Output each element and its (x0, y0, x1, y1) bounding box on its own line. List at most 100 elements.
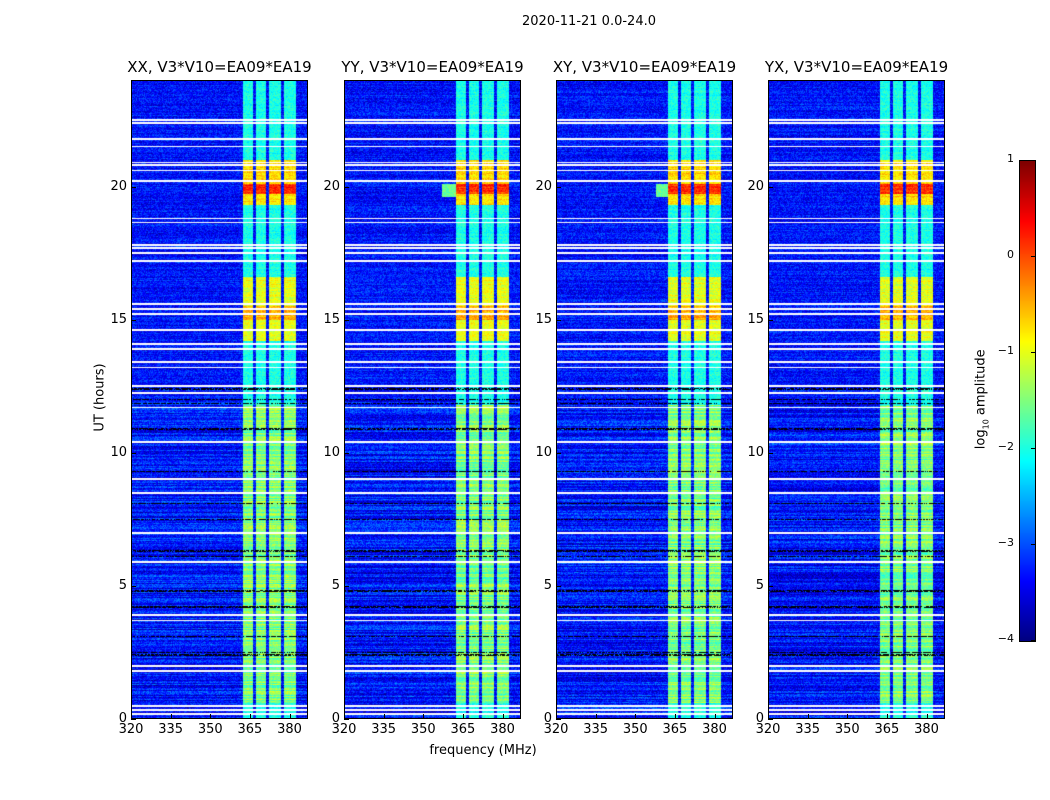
colorbar (1019, 160, 1036, 642)
panel-title: YY, V3*V10=EA09*EA19 (341, 58, 524, 76)
x-tick-mark (289, 714, 291, 719)
y-tick-mark (131, 585, 136, 587)
x-tick-mark (131, 714, 132, 719)
x-tick-label: 380 (914, 722, 939, 737)
colorbar-tick-mark (1031, 448, 1035, 449)
x-tick-label: 365 (450, 722, 476, 737)
y-tick-mark (556, 719, 561, 720)
y-tick-label: 5 (331, 577, 340, 593)
y-tick-mark (556, 186, 561, 188)
x-tick-label: 335 (371, 722, 397, 737)
figure-title: 2020-11-21 0.0-24.0 (522, 14, 656, 29)
colorbar-tick-mark (1031, 640, 1035, 641)
panel-title: XY, V3*V10=EA09*EA19 (552, 58, 737, 76)
x-tick-mark (210, 714, 212, 719)
x-tick-label: 350 (410, 722, 436, 737)
x-tick-label: 380 (702, 722, 727, 737)
y-tick-label: 15 (110, 311, 127, 327)
x-tick-label: 320 (543, 722, 569, 737)
x-tick-mark (768, 714, 769, 719)
x-tick-label: 335 (158, 722, 184, 737)
y-tick-mark (344, 452, 349, 454)
x-tick-label: 365 (874, 722, 900, 737)
x-tick-label: 350 (622, 722, 648, 737)
x-tick-mark (170, 714, 172, 719)
x-tick-label: 380 (490, 722, 515, 737)
colorbar-tick-label: 1 (1007, 152, 1014, 165)
y-tick-mark (768, 319, 773, 321)
heatmap-xy (556, 80, 733, 719)
colorbar-tick-mark (1031, 352, 1035, 353)
x-tick-mark (807, 714, 809, 719)
y-tick-label: 15 (747, 311, 764, 327)
colorbar-tick-label: −4 (997, 632, 1014, 645)
x-tick-mark (502, 714, 504, 719)
x-tick-mark (344, 714, 345, 719)
y-tick-label: 10 (323, 444, 340, 460)
x-tick-mark (383, 714, 385, 719)
x-tick-mark (423, 714, 425, 719)
x-tick-mark (886, 714, 888, 719)
x-tick-label: 335 (795, 722, 821, 737)
y-tick-label: 20 (747, 178, 764, 194)
panel-xx: XX, V3*V10=EA09*EA19 (127, 58, 312, 719)
heatmap-yy (344, 80, 521, 719)
colorbar-tick-label: −3 (997, 536, 1014, 549)
panel-title: XX, V3*V10=EA09*EA19 (127, 58, 312, 76)
y-tick-mark (344, 719, 349, 720)
x-tick-mark (926, 714, 928, 719)
colorbar-tick-label: −2 (997, 440, 1014, 453)
y-tick-label: 5 (118, 577, 127, 593)
x-tick-mark (556, 714, 557, 719)
y-tick-label: 0 (755, 711, 764, 726)
y-tick-mark (344, 585, 349, 587)
y-tick-label: 15 (535, 311, 552, 327)
y-tick-label: 10 (747, 444, 764, 460)
y-tick-mark (131, 452, 136, 454)
y-tick-mark (768, 186, 773, 188)
x-tick-mark (249, 714, 251, 719)
y-tick-mark (131, 319, 136, 321)
x-tick-label: 320 (118, 722, 144, 737)
colorbar-tick-mark (1031, 544, 1035, 545)
panel-yy: YY, V3*V10=EA09*EA19 (341, 58, 524, 719)
x-tick-label: 320 (755, 722, 781, 737)
y-tick-mark (768, 452, 773, 454)
y-tick-mark (556, 319, 561, 321)
x-tick-label: 350 (834, 722, 860, 737)
y-tick-label: 20 (110, 178, 127, 194)
y-tick-mark (344, 319, 349, 321)
y-tick-label: 5 (543, 577, 552, 593)
y-tick-mark (556, 452, 561, 454)
y-tick-mark (344, 186, 349, 188)
heatmap-yx (768, 80, 945, 719)
panel-xy: XY, V3*V10=EA09*EA19 (553, 58, 736, 719)
y-tick-mark (556, 585, 561, 587)
x-tick-mark (635, 714, 637, 719)
panel-yx: YX, V3*V10=EA09*EA19 (765, 58, 948, 719)
x-tick-label: 365 (662, 722, 688, 737)
x-tick-label: 350 (197, 722, 223, 737)
y-tick-label: 0 (118, 711, 127, 726)
heatmap-xx (131, 80, 308, 719)
y-tick-label: 0 (543, 711, 552, 726)
y-tick-label: 0 (331, 711, 340, 726)
y-tick-mark (768, 585, 773, 587)
panel-title: YX, V3*V10=EA09*EA19 (764, 58, 949, 76)
colorbar-tick-mark (1031, 256, 1035, 257)
y-tick-label: 10 (535, 444, 552, 460)
colorbar-tick-label: −1 (997, 344, 1014, 357)
x-tick-mark (462, 714, 464, 719)
y-tick-mark (131, 719, 136, 720)
y-tick-label: 15 (323, 311, 340, 327)
y-tick-label: 20 (535, 178, 552, 194)
y-tick-mark (131, 186, 136, 188)
x-tick-mark (674, 714, 676, 719)
x-tick-mark (847, 714, 849, 719)
x-tick-label: 320 (331, 722, 357, 737)
y-tick-label: 10 (110, 444, 127, 460)
colorbar-tick-label: 0 (1007, 248, 1014, 261)
x-tick-label: 335 (583, 722, 609, 737)
x-tick-mark (714, 714, 716, 719)
